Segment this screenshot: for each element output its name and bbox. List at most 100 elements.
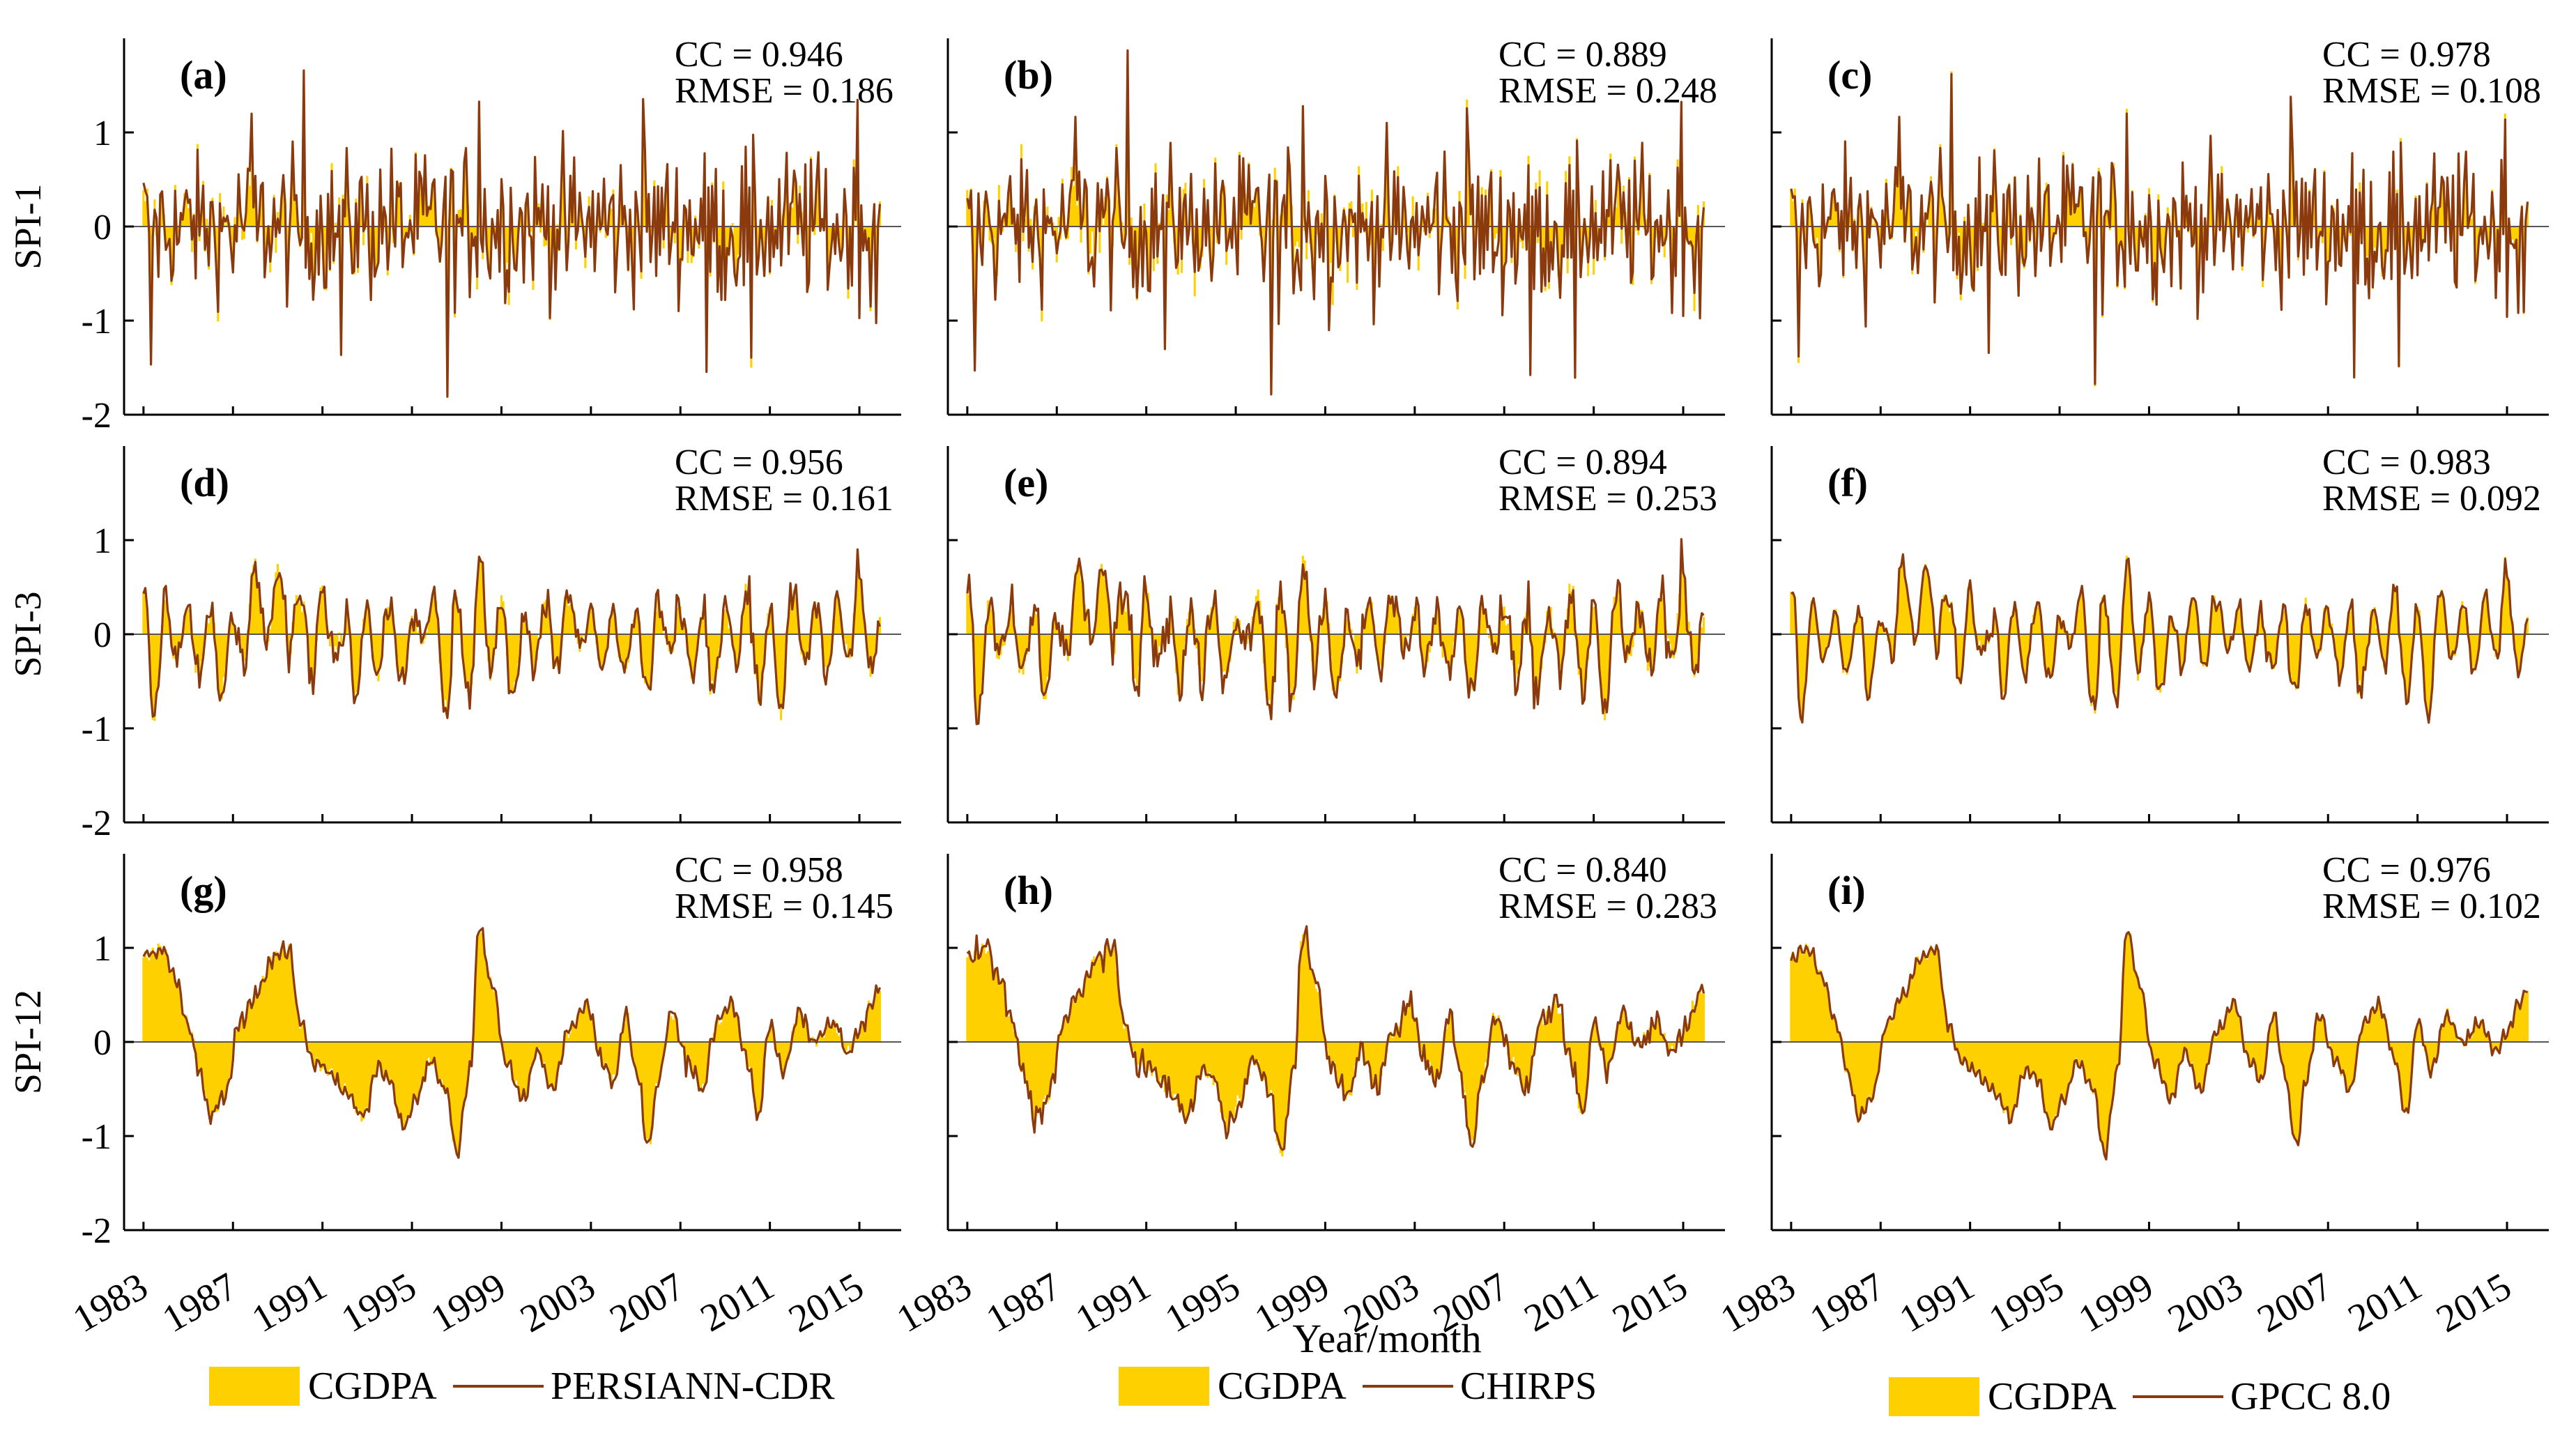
cgdpa-bar	[1236, 1042, 1239, 1096]
cgdpa-bar	[142, 190, 145, 227]
cgdpa-bar	[1551, 227, 1554, 256]
cgdpa-bar	[969, 608, 972, 634]
legend-label-cgdpa: CGDPA	[1218, 1365, 1347, 1408]
cgdpa-bar	[170, 227, 173, 285]
cgdpa-bar	[746, 591, 749, 634]
cgdpa-bar	[1832, 612, 1835, 634]
cgdpa-bar	[1423, 227, 1425, 233]
cgdpa-bar	[2036, 1042, 2039, 1085]
cgdpa-bar	[726, 227, 728, 248]
cgdpa-bar	[733, 1013, 736, 1042]
cgdpa-bar	[2193, 1042, 2195, 1073]
cgdpa-bar	[489, 634, 491, 681]
cgdpa-bar	[1347, 620, 1349, 634]
cgdpa-bar	[643, 634, 646, 684]
cgdpa-bar	[1542, 227, 1544, 256]
cgdpa-bar	[1080, 994, 1082, 1042]
cgdpa-bar	[377, 1042, 380, 1068]
cgdpa-bar	[201, 634, 204, 655]
cgdpa-bar	[2520, 634, 2523, 655]
cgdpa-bar	[211, 1042, 214, 1117]
cgdpa-bar	[856, 557, 859, 634]
cgdpa-bar	[1801, 954, 1804, 1042]
cgdpa-bar	[259, 985, 262, 1042]
cgdpa-bar	[1137, 1042, 1140, 1065]
cgdpa-bar	[1816, 227, 1818, 238]
cgdpa-bar	[2179, 634, 2182, 674]
cgdpa-bar	[179, 992, 182, 1042]
cgdpa-bar	[694, 634, 697, 664]
cgdpa-bar	[2334, 1042, 2337, 1061]
cgdpa-bar	[1354, 1042, 1356, 1066]
cgdpa-bar	[183, 621, 186, 634]
product-line-chirps	[966, 925, 1705, 1151]
cgdpa-bar	[338, 1042, 341, 1082]
cgdpa-bar	[2096, 1042, 2099, 1102]
cgdpa-bar	[1395, 608, 1397, 634]
cgdpa-bar	[192, 634, 195, 649]
cgdpa-bar	[847, 634, 850, 657]
cgdpa-bar	[1524, 1042, 1526, 1091]
cgdpa-bar	[1305, 933, 1308, 1042]
cgdpa-bar	[312, 1042, 314, 1065]
cgdpa-bar	[2439, 597, 2441, 634]
cgdpa-bar	[1657, 601, 1660, 634]
cgdpa-bar	[416, 1042, 419, 1104]
cgdpa-bar	[2207, 1042, 2210, 1062]
cgdpa-bar	[2170, 620, 2173, 634]
cgdpa-bar	[632, 1042, 635, 1060]
cgdpa-bar	[689, 1042, 691, 1057]
cgdpa-bar	[1152, 1042, 1155, 1070]
cgdpa-bar	[761, 634, 764, 680]
cgdpa-bar	[802, 1025, 805, 1042]
cgdpa-bar	[258, 590, 261, 634]
cgdpa-bar	[1251, 205, 1254, 227]
cgdpa-bar	[1920, 959, 1923, 1042]
cgdpa-bar	[1255, 1042, 1257, 1065]
cgdpa-bar	[2038, 602, 2041, 634]
cgdpa-bar	[701, 1042, 704, 1084]
cgdpa-bar	[1080, 580, 1082, 634]
y-axis-label: SPI-3	[7, 591, 49, 677]
cgdpa-bar	[1901, 989, 1904, 1042]
cgdpa-bar	[1611, 1042, 1613, 1060]
cgdpa-bar	[2403, 634, 2406, 680]
cgdpa-bar	[2000, 634, 2003, 696]
cgdpa-bar	[657, 597, 659, 634]
cgdpa-bar	[459, 1042, 462, 1140]
cgdpa-bar	[2004, 634, 2007, 689]
cgdpa-bar	[392, 1042, 394, 1082]
y-tick-label: -1	[82, 1117, 112, 1157]
cgdpa-bar	[454, 597, 457, 634]
cgdpa-bar	[2174, 1042, 2177, 1096]
cgdpa-bar	[1682, 575, 1685, 634]
cgdpa-bar	[1494, 227, 1496, 239]
cgdpa-bar	[310, 1042, 313, 1054]
cgdpa-bar	[1411, 1013, 1414, 1042]
cgdpa-bar	[535, 1042, 538, 1049]
x-tick-label: 1991	[245, 1265, 334, 1342]
cgdpa-bar	[815, 609, 818, 634]
cgdpa-bar	[241, 227, 244, 240]
cgdpa-bar	[194, 634, 197, 673]
cgdpa-bar	[334, 1042, 337, 1084]
cgdpa-bar	[1182, 1042, 1185, 1112]
cgdpa-bar	[1149, 1042, 1151, 1071]
cgdpa-bar	[1499, 1021, 1502, 1042]
cgdpa-bar	[1452, 634, 1455, 643]
cgdpa-bar	[452, 1042, 454, 1142]
cgdpa-bar	[422, 1042, 424, 1083]
cgdpa-bar	[2138, 988, 2141, 1042]
cgdpa-bar	[1615, 597, 1618, 634]
cgdpa-bar	[2478, 1028, 2481, 1042]
cgdpa-bar	[1572, 1042, 1574, 1067]
cgdpa-bar	[476, 585, 479, 634]
cgdpa-bar	[2078, 190, 2081, 227]
cgdpa-bar	[1107, 951, 1110, 1042]
cgdpa-bar	[1650, 634, 1653, 671]
cgdpa-bar	[480, 560, 482, 634]
cgdpa-bar	[996, 970, 999, 1042]
cgdpa-bar	[1406, 634, 1409, 636]
cgdpa-bar	[1832, 191, 1835, 227]
cgdpa-bar	[642, 634, 645, 675]
